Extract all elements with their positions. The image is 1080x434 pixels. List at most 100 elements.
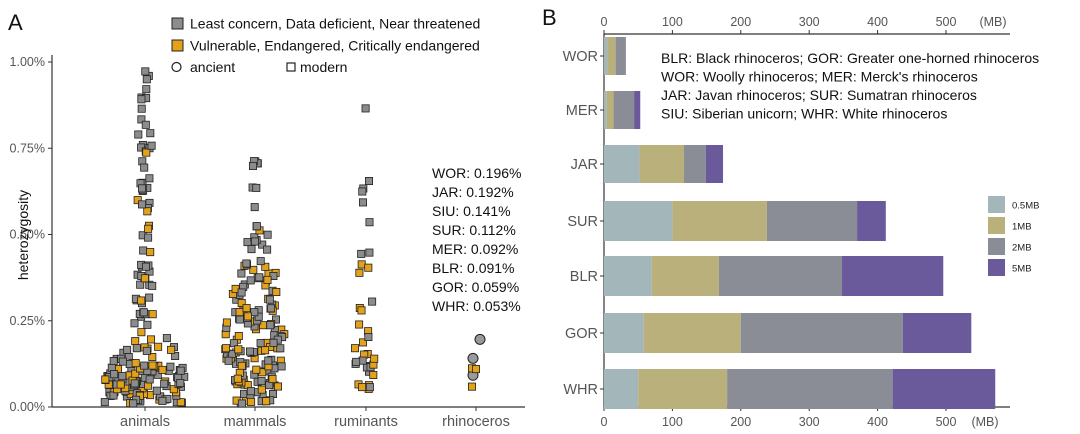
category-label-sur: SUR (567, 214, 598, 230)
bottom-x-tick-label: 100 (662, 415, 683, 429)
data-point (116, 380, 125, 389)
bar-segment-whr-2mb (727, 369, 893, 409)
data-point (271, 315, 280, 324)
data-point (176, 378, 185, 387)
data-point (364, 332, 373, 341)
data-point (358, 198, 367, 207)
data-point (272, 287, 281, 296)
data-point (166, 362, 175, 371)
bottom-x-tick-label: 400 (867, 415, 888, 429)
legend-label-modern: modern (300, 59, 347, 75)
data-point (245, 347, 254, 356)
legend-label-ancient: ancient (190, 59, 235, 75)
data-point (143, 207, 152, 216)
bar-segment-blr-2mb (718, 256, 843, 296)
category-label-animals: animals (120, 414, 170, 430)
data-point (264, 356, 273, 365)
legend-label-1mb: 1MB (1012, 222, 1032, 233)
legend-swatch-0.5mb (988, 196, 1005, 213)
data-point (137, 95, 146, 104)
data-point (261, 346, 270, 355)
rhino-modern-point (471, 365, 480, 374)
species-key-line: SIU: Siberian unicorn; WHR: White rhinoc… (661, 106, 947, 122)
panel-a-letter: A (8, 10, 23, 35)
bottom-x-tick-label: 0 (601, 415, 608, 429)
data-point (365, 383, 374, 392)
data-point (273, 382, 282, 391)
category-label-wor: WOR (563, 49, 598, 65)
annotation-jar: JAR: 0.192% (432, 184, 514, 200)
data-point (234, 345, 243, 354)
data-point (148, 352, 157, 361)
data-point (365, 248, 374, 257)
data-point (237, 361, 246, 370)
data-point (132, 344, 141, 353)
data-point (252, 222, 261, 231)
bar-segment-gor-0.5mb (604, 313, 644, 353)
data-point (100, 398, 109, 407)
data-point (269, 338, 278, 347)
data-point (176, 366, 185, 375)
bar-segment-wor-0.5mb (604, 37, 608, 75)
legend-label-0.5mb: 0.5MB (1012, 201, 1039, 212)
bar-segment-gor-1mb (643, 313, 741, 353)
data-point (246, 276, 255, 285)
category-label-gor: GOR (565, 326, 598, 342)
data-point (154, 342, 163, 351)
data-point (162, 334, 171, 343)
bar-segment-sur-2mb (766, 201, 858, 241)
data-point (123, 345, 132, 354)
y-tick-label: 1.00% (10, 55, 45, 69)
data-point (261, 262, 270, 271)
bar-segment-sur-5mb (857, 201, 886, 241)
rhino-modern-point (467, 382, 476, 391)
data-point (160, 379, 169, 388)
data-point (109, 356, 118, 365)
data-point (352, 357, 361, 366)
bar-segment-mer-5mb (634, 91, 641, 129)
data-point (365, 218, 374, 227)
data-point (368, 297, 377, 306)
data-point (222, 318, 231, 327)
panel-b-stacked-bars: 0 0 100 100 200 200 300 300 400 400 500 500 (MB) (MB)… (563, 15, 1040, 429)
data-point (131, 359, 140, 368)
legend-marker-least-concern (171, 17, 184, 30)
data-point (136, 280, 145, 289)
legend-swatch-1mb (988, 217, 1005, 234)
bar-segment-blr-1mb (651, 256, 719, 296)
rhino-ancient-point (474, 333, 486, 345)
legend-label-least-concern: Least concern, Data deficient, Near thre… (190, 16, 480, 32)
data-point (364, 263, 373, 272)
data-point (237, 288, 246, 297)
data-point (357, 306, 366, 315)
bar-segment-sur-1mb (672, 201, 767, 241)
data-point (263, 275, 272, 284)
data-point (364, 176, 373, 185)
legend-label-2mb: 2MB (1012, 243, 1032, 254)
panel-a-beeswarm: 0.00% 0.25% 0.50% 0.75% 1.00% heterozygosity a… (10, 16, 525, 430)
data-point (247, 397, 256, 406)
data-point (266, 304, 275, 313)
data-point (263, 230, 272, 239)
data-point (145, 375, 154, 384)
data-point (145, 174, 154, 183)
data-point (142, 85, 151, 94)
bar-segment-sur-0.5mb (604, 201, 673, 241)
category-label-ruminants: ruminants (334, 414, 398, 430)
data-point (265, 295, 274, 304)
category-label-mer: MER (566, 103, 598, 119)
data-point (118, 357, 127, 366)
data-point (370, 354, 379, 363)
data-point (143, 320, 152, 329)
rhino-ancient-point (467, 352, 479, 364)
data-point (246, 387, 255, 396)
bar-segment-jar-0.5mb (604, 145, 640, 183)
data-point (361, 104, 370, 113)
data-point (249, 265, 258, 274)
legend-marker-modern (286, 62, 296, 72)
data-point (146, 248, 155, 257)
data-point (137, 184, 146, 193)
data-point (167, 345, 176, 354)
data-point (255, 273, 264, 282)
data-point (145, 293, 154, 302)
